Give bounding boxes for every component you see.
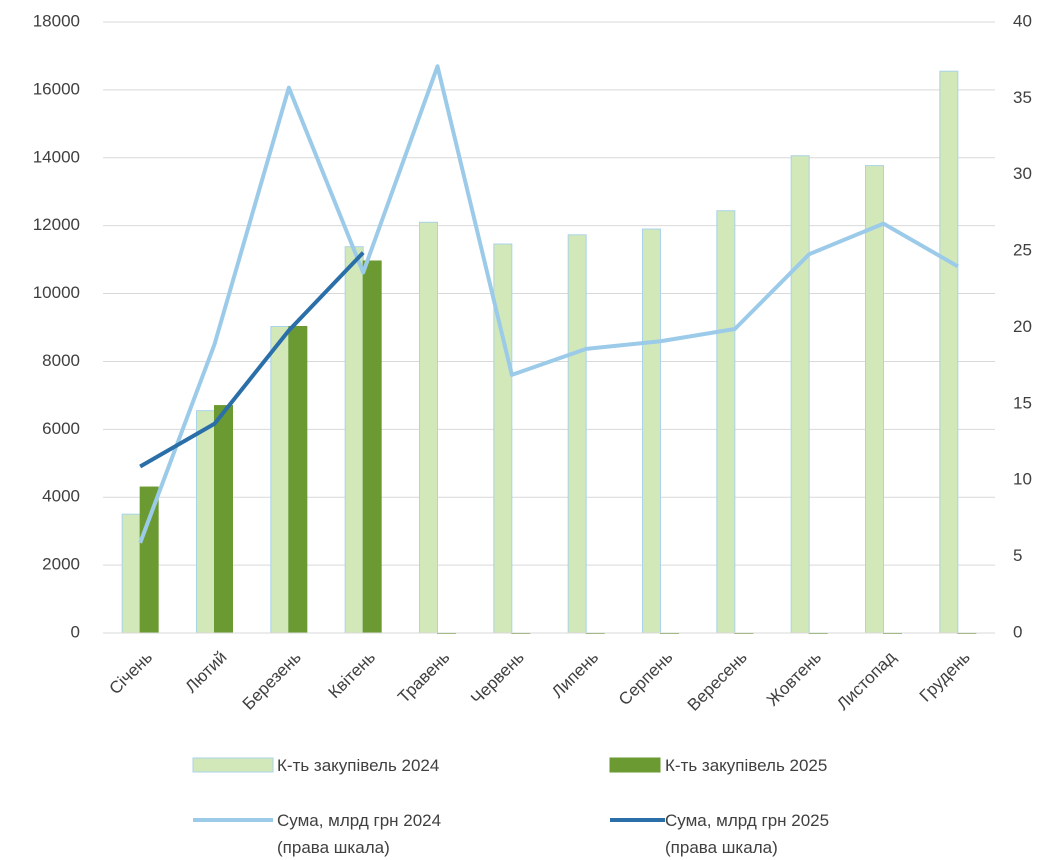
y-tick-label: 4000 — [42, 487, 80, 506]
bar — [716, 210, 736, 634]
x-tick-label: Лютий — [181, 648, 230, 697]
x-tick-label: Вересень — [684, 647, 751, 714]
y2-tick-label: 40 — [1013, 11, 1032, 30]
x-tick-label: Жовтень — [763, 647, 825, 709]
y-tick-label: 10000 — [33, 283, 80, 302]
y2-tick-label: 20 — [1013, 317, 1032, 336]
bar — [121, 513, 141, 634]
x-tick-label: Серпень — [615, 647, 677, 709]
bar — [344, 246, 364, 634]
bar — [642, 228, 661, 634]
bar — [214, 405, 233, 634]
line — [139, 251, 365, 469]
bar — [196, 410, 215, 634]
x-tick-label: Квітень — [325, 647, 380, 702]
legend-label: К-ть закупівель 2024 — [277, 756, 440, 775]
x-tick-label: Травень — [394, 647, 453, 706]
legend-label: Сума, млрд грн 2025 (права шкала) — [665, 811, 830, 857]
y2-tick-label: 5 — [1013, 546, 1022, 565]
line — [138, 64, 959, 544]
legend-swatch — [192, 757, 274, 773]
y-tick-label: 6000 — [42, 419, 80, 438]
y2-tick-label: 35 — [1013, 88, 1032, 107]
legend-label: К-ть закупівель 2025 — [665, 756, 828, 775]
bar — [567, 234, 587, 634]
bar — [139, 486, 159, 634]
y2-tick-label: 0 — [1013, 622, 1022, 641]
bar — [790, 155, 810, 634]
y-tick-label: 14000 — [33, 147, 80, 166]
y-tick-label: 18000 — [33, 11, 80, 30]
bar — [270, 325, 290, 634]
legend-label: Сума, млрд грн 2024 (права шкала) — [277, 811, 442, 857]
bar — [362, 260, 382, 634]
x-tick-label: Грудень — [916, 647, 974, 705]
y-tick-label: 16000 — [33, 79, 80, 98]
x-tick-label: Березень — [239, 647, 305, 713]
y-tick-label: 12000 — [33, 215, 80, 234]
y-tick-label: 0 — [71, 622, 80, 641]
y-tick-label: 2000 — [42, 555, 80, 574]
x-tick-label: Листопад — [833, 648, 899, 714]
bar — [493, 243, 513, 634]
y2-tick-label: 30 — [1013, 164, 1032, 183]
x-tick-label: Липень — [548, 647, 602, 701]
bar — [419, 221, 438, 634]
legend-swatch — [609, 757, 661, 773]
x-tick-label: Січень — [106, 647, 157, 698]
bar — [865, 165, 884, 634]
y-tick-label: 8000 — [42, 351, 80, 370]
x-tick-label: Червень — [467, 647, 528, 708]
y2-tick-label: 15 — [1013, 393, 1032, 412]
bar — [288, 325, 308, 634]
y2-tick-label: 25 — [1013, 241, 1032, 260]
bar — [939, 70, 959, 634]
y2-tick-label: 10 — [1013, 470, 1032, 489]
